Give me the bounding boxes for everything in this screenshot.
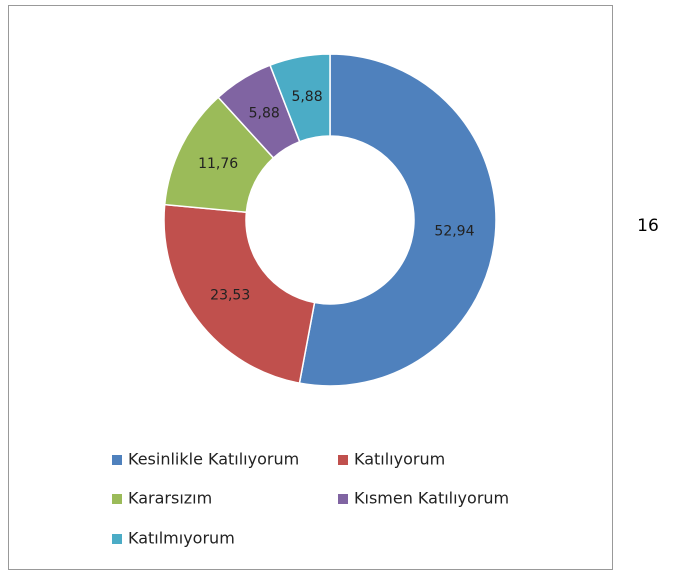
legend-label: Katılıyorum (354, 450, 445, 469)
legend-swatch (338, 494, 348, 504)
legend-label: Katılmıyorum (128, 529, 235, 548)
slice (269, 53, 331, 143)
slice (163, 203, 316, 385)
data-label: 11,76 (198, 156, 238, 172)
data-label: 5,88 (249, 106, 280, 122)
legend-label: Kesinlikle Katılıyorum (128, 450, 299, 469)
legend-label: Kısmen Katılıyorum (354, 489, 509, 508)
legend-swatch (112, 494, 122, 504)
data-label: 52,94 (434, 224, 474, 240)
legend-swatch (338, 455, 348, 465)
data-label: 5,88 (291, 89, 322, 105)
slice (298, 53, 497, 387)
data-label: 23,53 (210, 287, 250, 303)
legend-swatch (112, 534, 122, 544)
legend-swatch (112, 455, 122, 465)
page-number: 16 (637, 216, 659, 236)
legend-label: Kararsızım (128, 489, 212, 508)
